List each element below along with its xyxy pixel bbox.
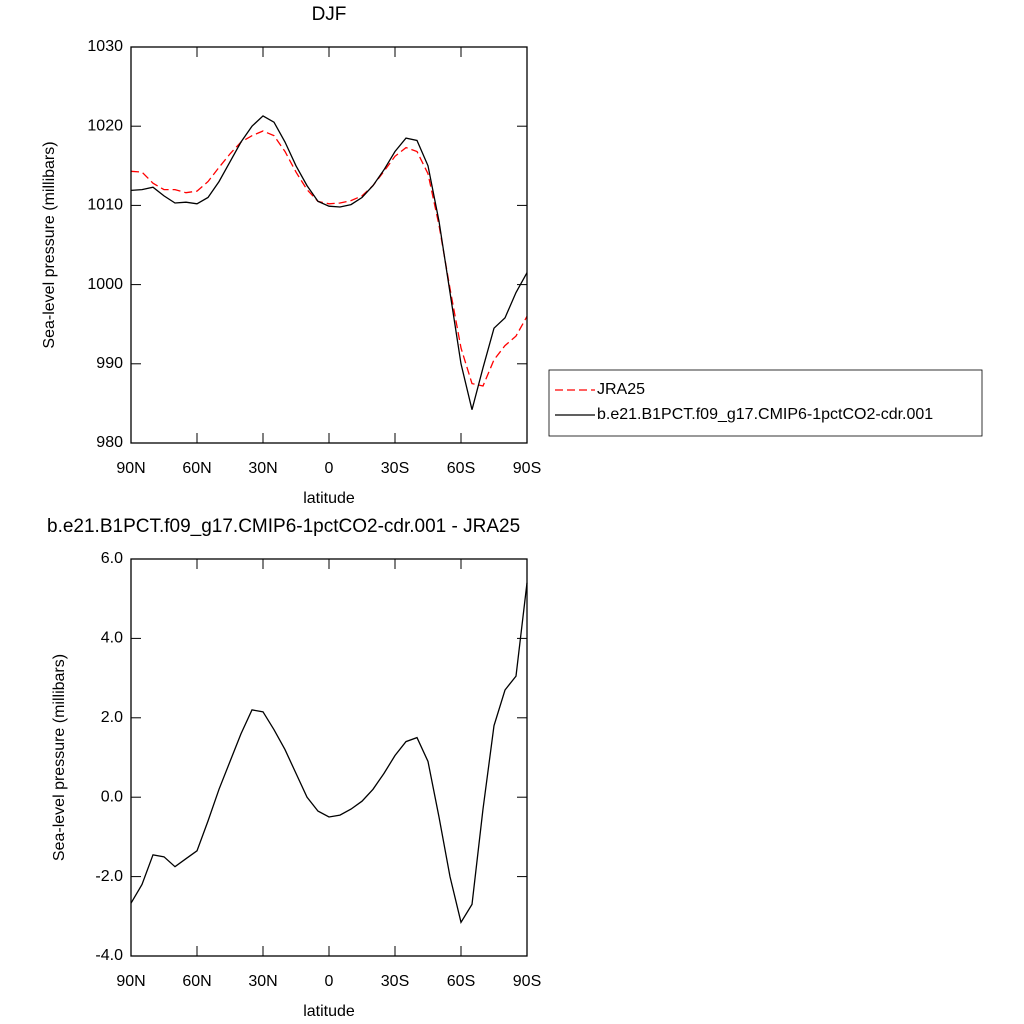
y-tick-label: -4.0	[95, 947, 123, 964]
legend-label: b.e21.B1PCT.f09_g17.CMIP6-1pctCO2-cdr.00…	[597, 406, 933, 423]
y-tick-label: 980	[96, 434, 123, 451]
x-tick-label: 30S	[381, 973, 409, 990]
y-tick-label: 0.0	[101, 788, 123, 805]
x-tick-label: 30N	[248, 973, 277, 990]
x-tick-label: 60N	[182, 973, 211, 990]
x-tick-label: 90S	[513, 973, 541, 990]
y-tick-label: 1010	[87, 197, 123, 214]
x-tick-label: 30N	[248, 460, 277, 477]
y-tick-label: 6.0	[101, 550, 123, 567]
y-tick-label: -2.0	[95, 868, 123, 885]
legend-label: JRA25	[597, 381, 645, 398]
x-tick-label: 30S	[381, 460, 409, 477]
plot-frame	[130, 558, 528, 957]
y-axis-label: Sea-level pressure (millibars)	[41, 141, 58, 348]
x-tick-label: 60S	[447, 973, 475, 990]
x-tick-label: 90S	[513, 460, 541, 477]
x-tick-label: 60S	[447, 460, 475, 477]
data-line	[130, 115, 528, 410]
plot-frame	[130, 46, 528, 444]
y-tick-label: 1020	[87, 117, 123, 134]
data-line	[130, 582, 528, 924]
chart-title: b.e21.B1PCT.f09_g17.CMIP6-1pctCO2-cdr.00…	[47, 516, 520, 537]
y-tick-label: 2.0	[101, 709, 123, 726]
chart-title: DJF	[312, 4, 347, 25]
y-tick-label: 990	[96, 355, 123, 372]
x-tick-label: 90N	[116, 460, 145, 477]
x-axis-label: latitude	[303, 490, 355, 507]
x-tick-label: 0	[325, 973, 334, 990]
y-tick-label: 4.0	[101, 630, 123, 647]
x-tick-label: 0	[325, 460, 334, 477]
y-tick-label: 1000	[87, 276, 123, 293]
legend-frame	[548, 369, 983, 437]
y-axis-label: Sea-level pressure (millibars)	[51, 654, 68, 861]
x-axis-label: latitude	[303, 1003, 355, 1020]
legend: JRA25 b.e21.B1PCT.f09_g17.CMIP6-1pctCO2-c…	[548, 369, 983, 437]
x-tick-label: 60N	[182, 460, 211, 477]
x-tick-label: 90N	[116, 973, 145, 990]
data-line	[130, 130, 528, 387]
y-tick-label: 1030	[87, 38, 123, 55]
